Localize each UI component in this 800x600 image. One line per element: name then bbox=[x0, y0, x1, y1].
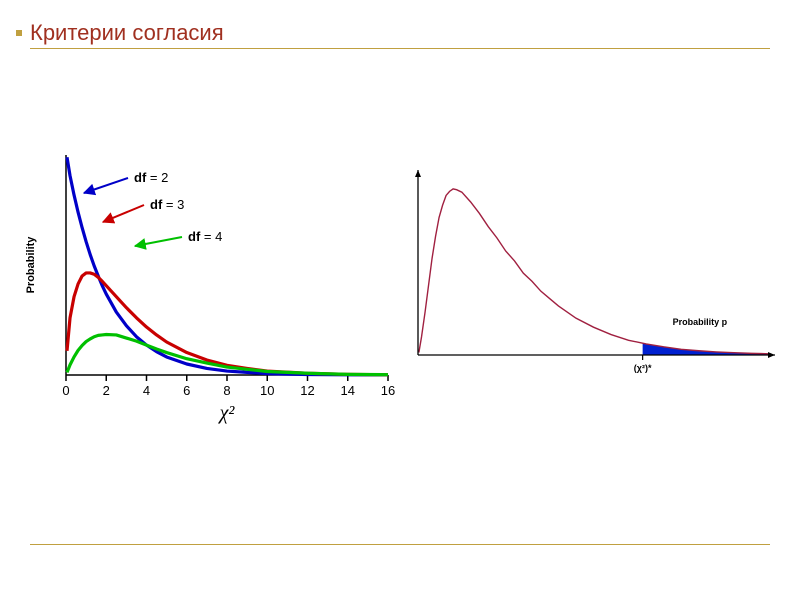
svg-text:8: 8 bbox=[223, 383, 230, 398]
label-df3: df = 3 bbox=[150, 197, 184, 212]
svg-text:12: 12 bbox=[300, 383, 314, 398]
label-df2: df = 2 bbox=[134, 170, 168, 185]
svg-text:2: 2 bbox=[103, 383, 110, 398]
title-divider bbox=[30, 48, 770, 49]
critical-value-label: (χ²)* bbox=[634, 363, 652, 373]
right-chart: (χ²)* Probability p bbox=[408, 155, 783, 415]
label-df4: df = 4 bbox=[188, 229, 222, 244]
arrow-df2 bbox=[84, 178, 128, 193]
series-df4 bbox=[67, 335, 388, 375]
svg-text:χ²: χ² bbox=[218, 402, 236, 424]
arrow-df3 bbox=[103, 205, 144, 222]
series-df2 bbox=[67, 157, 388, 375]
svg-text:14: 14 bbox=[341, 383, 355, 398]
svg-text:6: 6 bbox=[183, 383, 190, 398]
svg-text:16: 16 bbox=[381, 383, 395, 398]
left-chart: 0 2 4 6 8 10 12 14 16 χ² Probability df = 2 df = 3 df… bbox=[18, 145, 398, 425]
arrow-df4 bbox=[135, 237, 182, 246]
svg-text:4: 4 bbox=[143, 383, 150, 398]
probability-label: Probability p bbox=[673, 317, 728, 327]
slide: Критерии согласия 0 2 4 6 8 10 12 14 16 χ² Probabi… bbox=[0, 0, 800, 600]
title-area: Критерии согласия bbox=[30, 20, 770, 49]
slide-title: Критерии согласия bbox=[30, 20, 770, 46]
right-curve bbox=[419, 189, 769, 354]
svg-text:10: 10 bbox=[260, 383, 274, 398]
svg-text:0: 0 bbox=[62, 383, 69, 398]
title-bullet-icon bbox=[16, 30, 22, 36]
right-chart-svg: (χ²)* Probability p bbox=[408, 155, 783, 415]
left-chart-svg: 0 2 4 6 8 10 12 14 16 χ² Probability df = 2 df = 3 df… bbox=[18, 145, 398, 425]
footer-divider bbox=[30, 544, 770, 545]
svg-text:Probability: Probability bbox=[25, 236, 37, 294]
series-df3 bbox=[67, 273, 388, 375]
